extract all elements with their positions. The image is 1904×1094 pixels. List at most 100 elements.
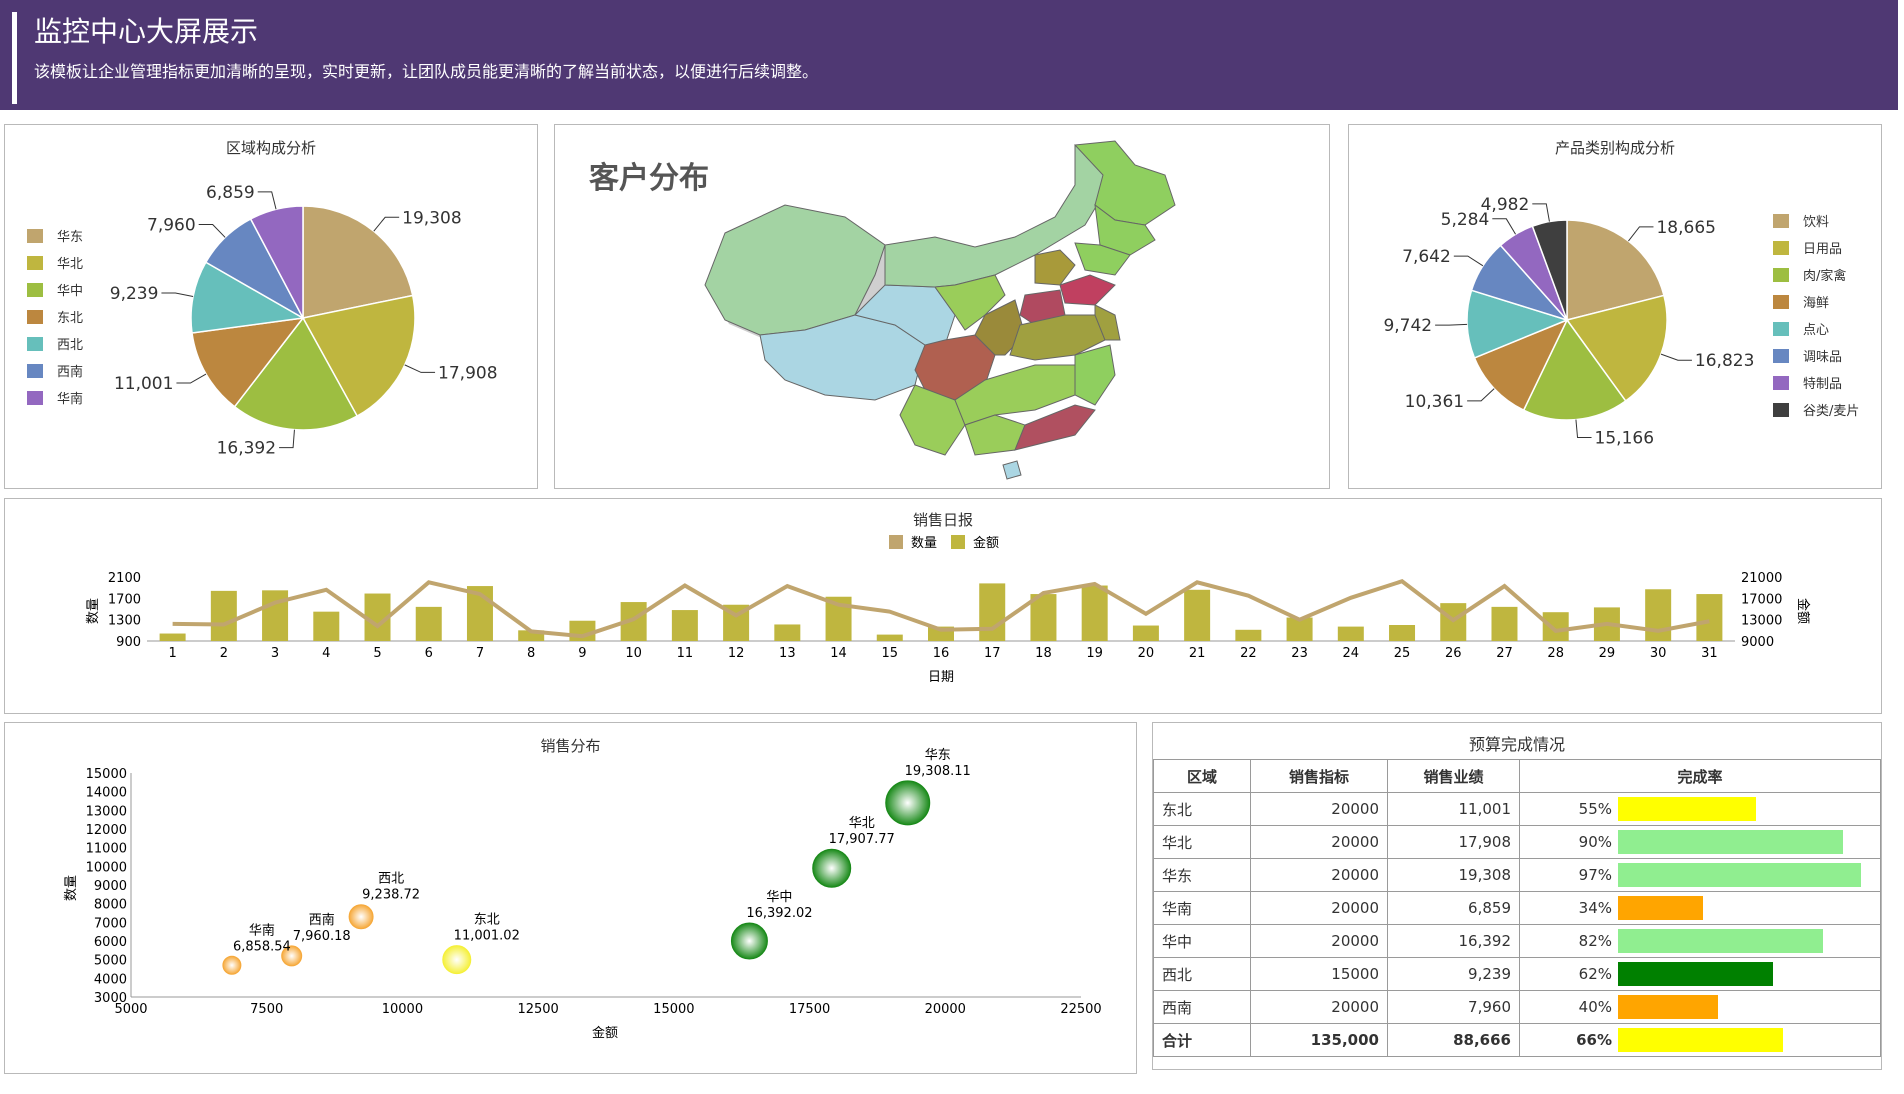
y-tick-label: 12000 [86, 823, 127, 838]
pie-leader-line [1492, 218, 1516, 235]
pie-leader-line [373, 216, 400, 232]
map-region-gansu[interactable] [934, 274, 1006, 331]
x-tick-label: 7500 [250, 1002, 283, 1017]
map-region-hainan[interactable] [1002, 460, 1022, 480]
legend-label: 华中 [57, 284, 83, 299]
x-tick-label: 17500 [789, 1002, 830, 1017]
sales-distribution-title: 销售分布 [540, 737, 601, 755]
legend-swatch [27, 256, 43, 270]
cell-actual: 7,960 [1387, 990, 1520, 1024]
cell-actual: 11,001 [1387, 792, 1520, 826]
pie-data-label: 9,239 [110, 284, 159, 304]
bar-amount [1645, 589, 1672, 641]
col-header-actual: 销售业绩 [1387, 759, 1520, 793]
pie-data-label: 10,361 [1405, 392, 1464, 412]
y-tick-label-left: 2100 [108, 571, 141, 586]
point-value-label: 19,308.11 [905, 764, 971, 779]
scatter-point-华东 [885, 780, 931, 826]
legend-label: 东北 [57, 311, 83, 326]
x-tick-label: 30 [1650, 646, 1667, 661]
x-tick-label: 20000 [925, 1002, 966, 1017]
rate-bar [1618, 830, 1843, 854]
scatter-point-东北 [442, 945, 472, 975]
pie-leader-line [176, 373, 207, 384]
table-row: 华东 20000 19,308 97% [1153, 858, 1881, 892]
x-tick-label: 6 [425, 646, 433, 661]
map-region-shanxi-beijing[interactable] [1034, 249, 1076, 286]
cell-actual: 17,908 [1387, 825, 1520, 859]
bar-amount [210, 590, 237, 641]
map-region-zhejiang-fujian[interactable] [1074, 344, 1116, 406]
x-tick-label: 10000 [382, 1002, 423, 1017]
legend-label: 华南 [57, 391, 83, 407]
budget-title: 预算完成情况 [1468, 735, 1565, 754]
col-header-target: 销售指标 [1250, 759, 1388, 793]
y-tick-label: 11000 [86, 842, 127, 857]
pie-slice-西北 [190, 261, 306, 334]
bar-amount [1337, 626, 1364, 641]
map-region-hubei-anhui[interactable] [1009, 314, 1106, 361]
x-axis-title: 日期 [928, 670, 954, 685]
map-region-shaanxi[interactable] [974, 299, 1026, 356]
point-value-label: 9,238.72 [362, 888, 420, 903]
map-region-guizhou-hunan[interactable] [954, 364, 1076, 426]
rate-text: 97% [1578, 866, 1612, 884]
map-region-heilongjiang[interactable] [1073, 140, 1176, 226]
legend-label-qty: 数量 [911, 536, 937, 551]
rate-bar [1618, 929, 1823, 953]
legend-label: 调味品 [1803, 350, 1842, 365]
cell-region: 西南 [1153, 990, 1251, 1024]
budget-panel: 预算完成情况 区域 销售指标 销售业绩 完成率 东北 20000 11,001 55%… [1152, 722, 1882, 1070]
legend-label: 特制品 [1803, 377, 1842, 392]
y-tick-label-left: 1700 [108, 592, 141, 607]
bar-amount [1542, 612, 1569, 641]
table-row: 华中 20000 16,392 82% [1153, 924, 1881, 958]
table-row: 华南 20000 6,859 34% [1153, 891, 1881, 925]
bar-amount [313, 611, 340, 641]
x-tick-label: 12500 [517, 1002, 558, 1017]
map-region-guangdong[interactable] [1014, 404, 1096, 451]
cell-region: 华南 [1153, 891, 1251, 925]
x-tick-label: 18 [1035, 646, 1052, 661]
pie-leader-line [279, 429, 295, 449]
point-value-label: 11,001.02 [454, 929, 520, 944]
pie-data-label: 18,665 [1656, 218, 1715, 238]
x-tick-label: 7 [476, 646, 484, 661]
y-tick-label-right: 21000 [1741, 571, 1782, 586]
y-axis-title-right: 金额 [1795, 598, 1811, 624]
x-tick-label: 24 [1343, 646, 1360, 661]
table-row: 西南 20000 7,960 40% [1153, 990, 1881, 1024]
pie-leader-line [1453, 255, 1484, 267]
map-region-inner-mongolia[interactable] [884, 144, 1116, 288]
legend-swatch [1773, 268, 1789, 282]
header-banner: 监控中心大屏展示 该模板让企业管理指标更加清晰的呈现，实时更新，让团队成员能更清… [0, 0, 1898, 110]
china-map[interactable] [555, 125, 1329, 488]
rate-bar [1618, 896, 1703, 920]
x-tick-label: 27 [1496, 646, 1513, 661]
map-region-liaoning[interactable] [1074, 242, 1131, 276]
pie-leader-line [1628, 226, 1654, 242]
x-tick-label: 22500 [1060, 1002, 1101, 1017]
page-subtitle: 该模板让企业管理指标更加清晰的呈现，实时更新，让团队成员能更清晰的了解当前状态，… [34, 62, 819, 81]
x-tick-label: 12 [728, 646, 745, 661]
rate-bar [1618, 797, 1756, 821]
bar-amount [774, 624, 801, 641]
cell-target: 135,000 [1250, 1023, 1388, 1057]
y-tick-label-left: 900 [116, 635, 141, 650]
legend-label: 西北 [57, 338, 83, 353]
pie-data-label: 17,908 [438, 363, 497, 383]
map-region-jiangsu[interactable] [1094, 304, 1121, 341]
cell-rate: 34% [1519, 891, 1881, 925]
map-region-shandong[interactable] [1059, 274, 1116, 306]
pie-data-label: 9,742 [1383, 316, 1432, 336]
y-tick-label-right: 13000 [1741, 614, 1782, 629]
pie-slice-点心 [1466, 289, 1570, 359]
x-tick-label: 21 [1189, 646, 1206, 661]
x-tick-label: 5 [373, 646, 381, 661]
pie-data-label: 6,859 [206, 183, 255, 203]
daily-sales-chart: 数量 金额2100170013009002100017000130009000数量… [86, 535, 1811, 685]
product-pie-title: 产品类别构成分析 [1554, 139, 1675, 157]
pie-slice-华北 [301, 294, 416, 418]
x-tick-label: 29 [1599, 646, 1616, 661]
point-name-label: 西北 [378, 872, 404, 887]
